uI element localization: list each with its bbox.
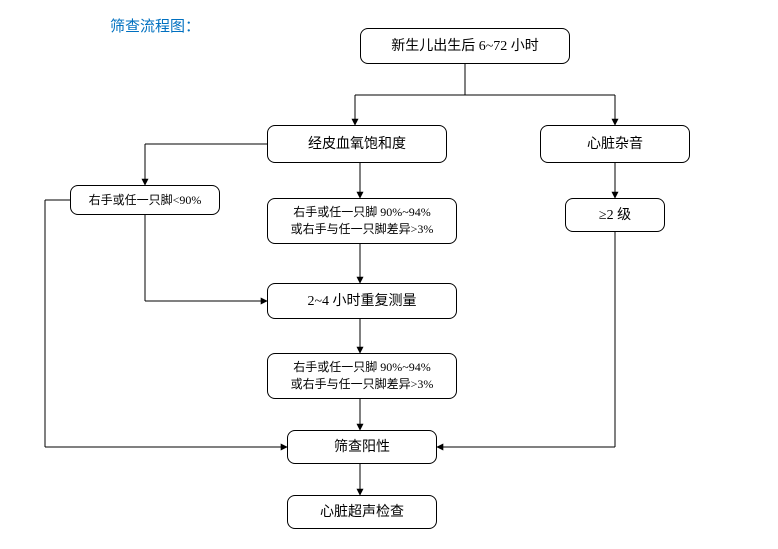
node-positive: 筛查阳性 [287,430,437,464]
node-range2: 右手或任一只脚 90%~94%或右手与任一只脚差异>3% [267,353,457,399]
node-spo2: 经皮血氧饱和度 [267,125,447,163]
edges-layer [0,0,778,549]
node-echo: 心脏超声检查 [287,495,437,529]
diagram-title: 筛查流程图： [110,15,200,36]
node-start: 新生儿出生后 6~72 小时 [360,28,570,64]
flowchart-canvas: 筛查流程图： 新生儿出生后 6~72 小时经皮血氧饱和度 心脏杂音右手或任一只脚<… [0,0,778,549]
node-grade2: ≥2 级 [565,198,665,232]
node-range1: 右手或任一只脚 90%~94%或右手与任一只脚差异>3% [267,198,457,244]
node-murmur: 心脏杂音 [540,125,690,163]
node-lt90: 右手或任一只脚<90% [70,185,220,215]
node-repeat: 2~4 小时重复测量 [267,283,457,319]
